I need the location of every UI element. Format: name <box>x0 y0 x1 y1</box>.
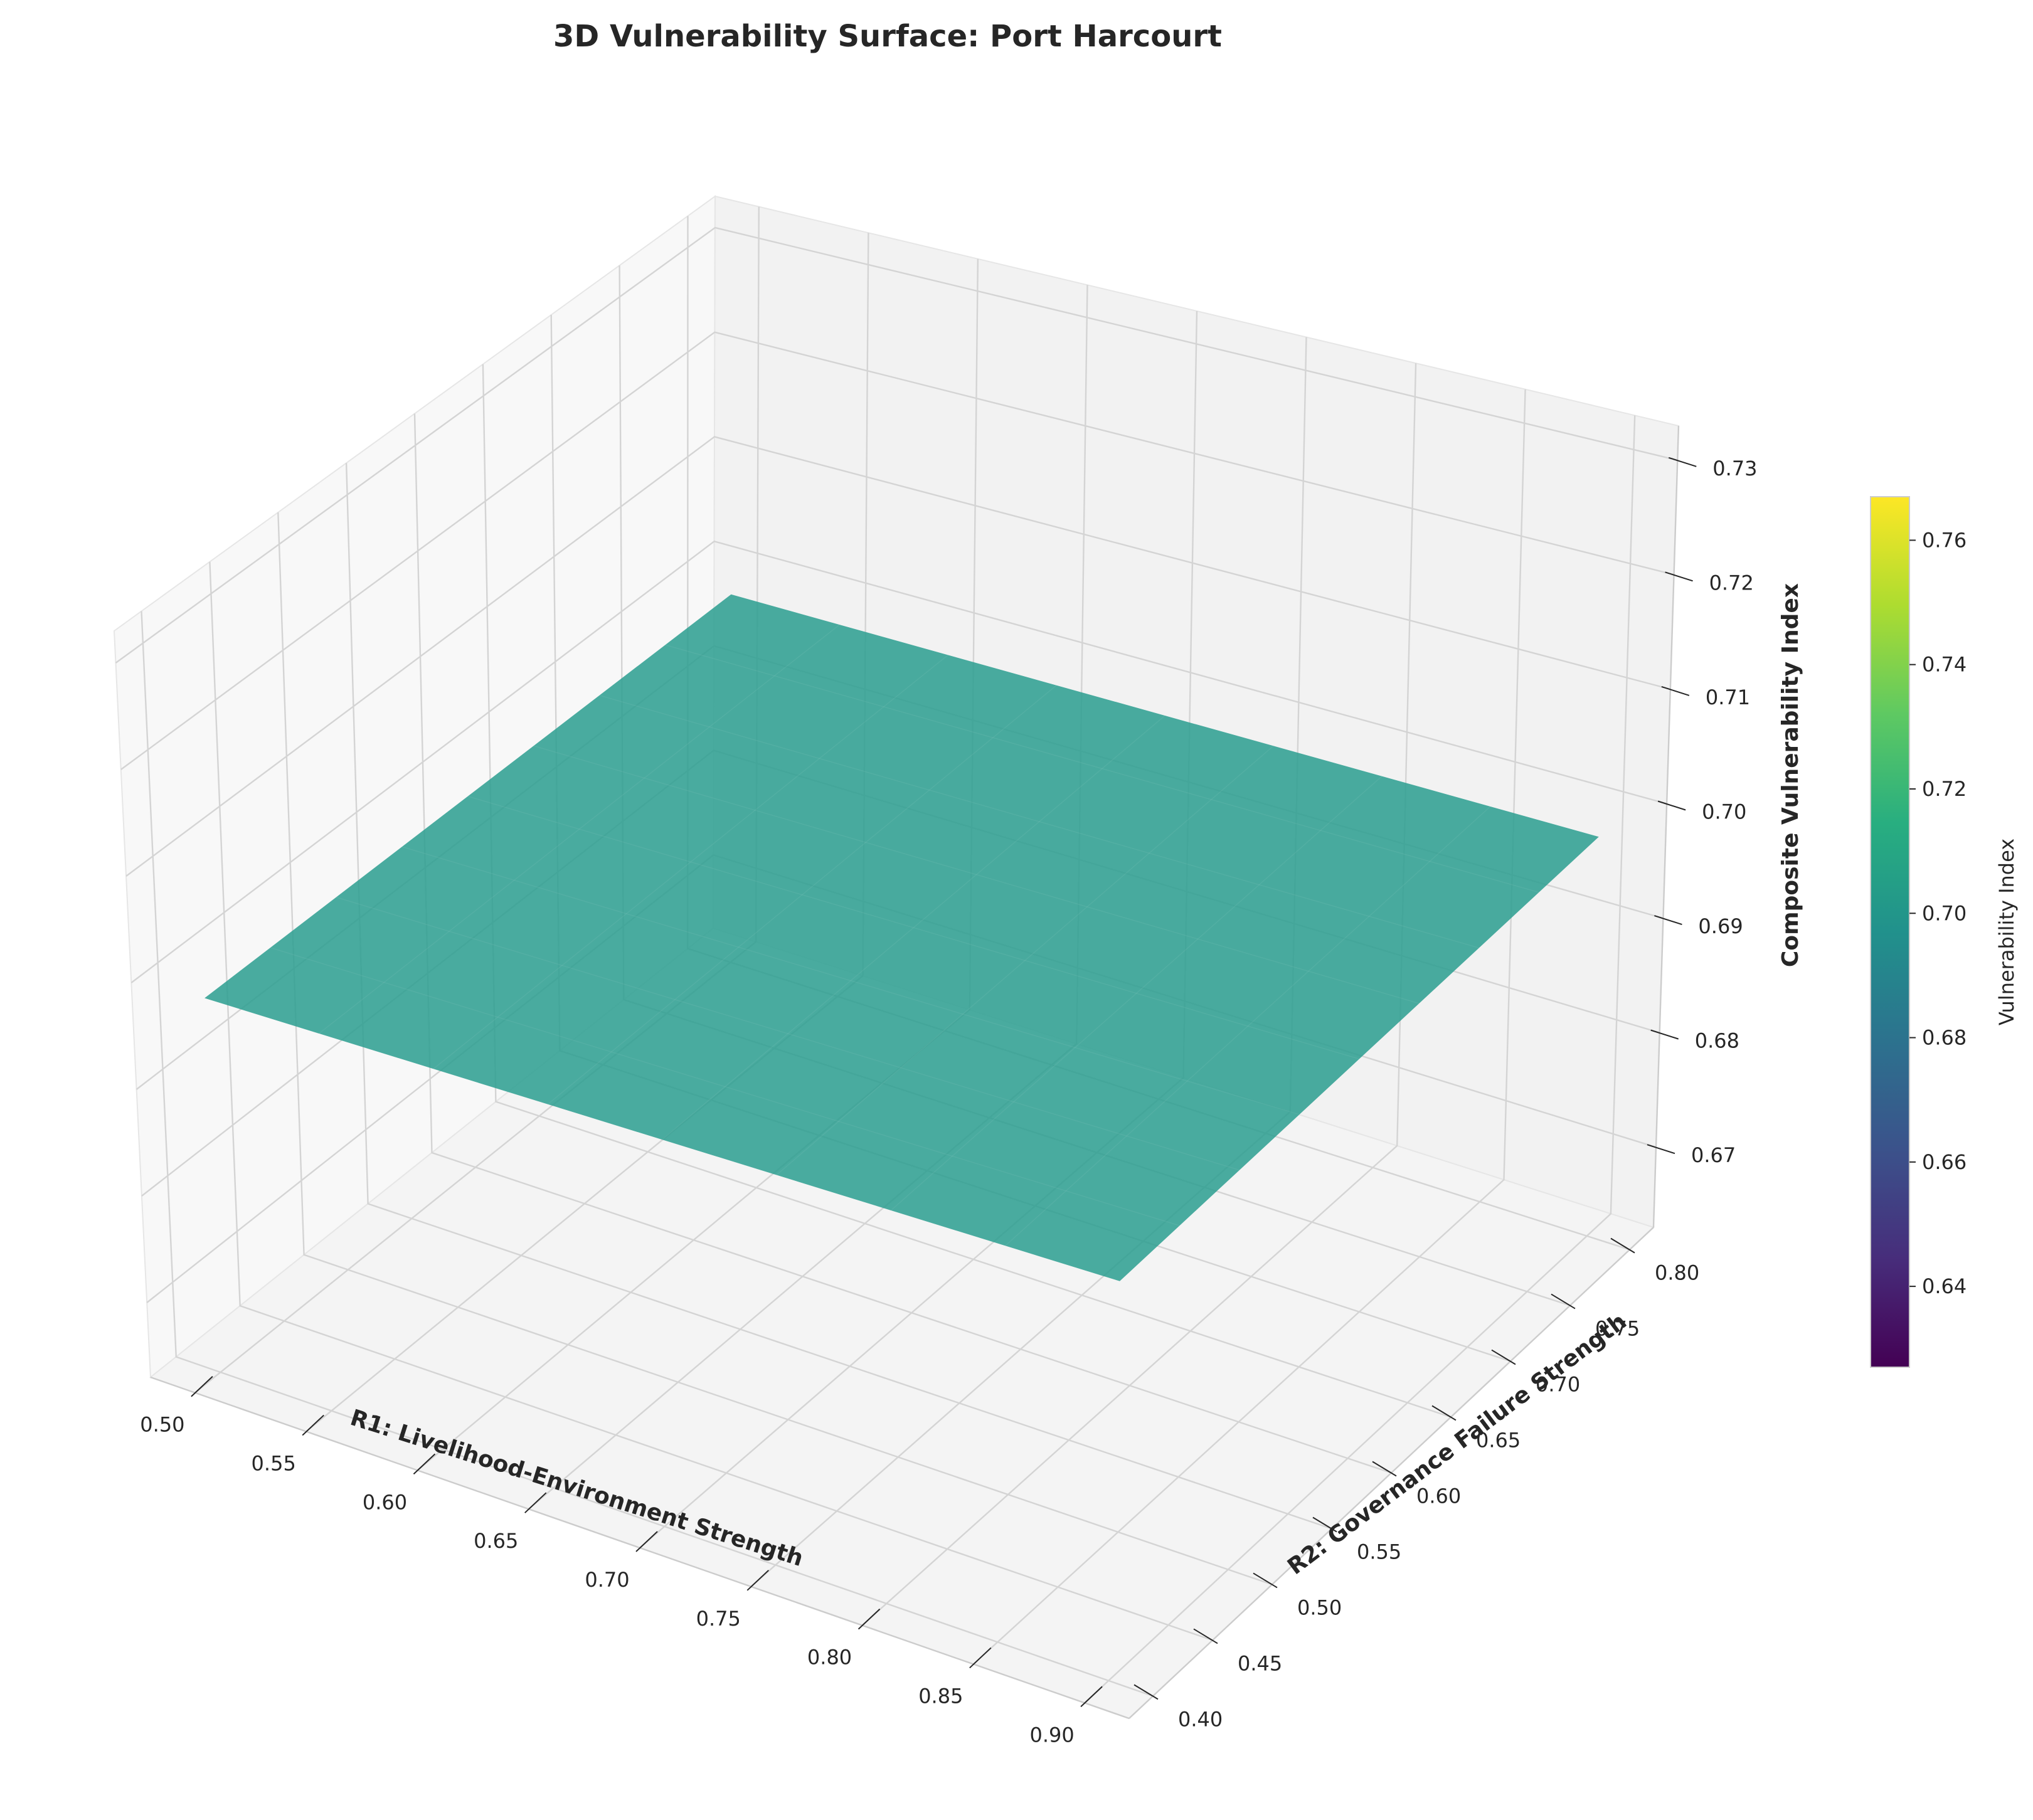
y-tick-mark <box>1193 1628 1218 1644</box>
y-tick-label: 0.45 <box>1238 1651 1282 1675</box>
surface-mesh-line <box>336 896 1240 1171</box>
colorbar-tick-label: 0.76 <box>1922 528 1967 552</box>
x-tick-label: 0.55 <box>252 1452 296 1476</box>
surface-mesh-line <box>776 745 1274 1176</box>
colorbar-ticks: 0.64 0.66 0.68 0.70 0.72 0.74 0.76 <box>1909 528 1967 1298</box>
gridline-x <box>861 363 1417 1626</box>
z-tick-label: 0.68 <box>1695 1029 1739 1053</box>
surface-mesh-line <box>599 695 1480 949</box>
surface-mesh-line <box>1005 806 1491 1246</box>
y-tick-mark <box>1551 1293 1576 1309</box>
gridline-z <box>120 331 1674 770</box>
y-tick-mark <box>1491 1349 1516 1365</box>
gridline-z <box>125 436 1671 877</box>
y-tick-mark <box>1431 1405 1457 1421</box>
x-tick-mark <box>413 1453 436 1475</box>
y-tick-label: 0.40 <box>1178 1707 1223 1731</box>
surface-mesh-line <box>547 685 1057 1105</box>
x-tick-label: 0.70 <box>585 1568 629 1592</box>
y-tick-mark <box>1372 1461 1397 1477</box>
z-tick-label: 0.67 <box>1691 1143 1736 1167</box>
z-tick-mark <box>1650 1029 1679 1040</box>
surface-mesh-line <box>533 745 1420 1004</box>
x-tick-mark <box>1080 1686 1103 1708</box>
colorbar-tick-label: 0.74 <box>1922 653 1967 677</box>
surface-layer <box>204 594 1599 1281</box>
x-tick-mark <box>635 1531 658 1552</box>
surface-mesh-line <box>401 846 1300 1115</box>
surface-mesh-line <box>270 947 1180 1226</box>
gridline-y <box>482 364 1452 1418</box>
colorbar-tick-label: 0.68 <box>1922 1026 1967 1050</box>
y-tick-label: 0.65 <box>1476 1429 1521 1452</box>
x-tick-label: 0.90 <box>1029 1723 1074 1747</box>
x-tick-label: 0.75 <box>696 1607 741 1631</box>
gridline-y <box>277 512 1273 1585</box>
surface-mesh-line <box>319 624 840 1034</box>
y-tick-label: 0.50 <box>1297 1595 1342 1619</box>
y-tick-label: 0.80 <box>1655 1261 1699 1285</box>
x-tick-label: 0.80 <box>807 1646 852 1669</box>
vulnerability-surface <box>204 594 1599 1281</box>
gridline-z <box>115 226 1678 664</box>
colorbar-tick-label: 0.66 <box>1922 1150 1967 1174</box>
y-tick-label: 0.75 <box>1595 1317 1640 1341</box>
z-tick-label: 0.71 <box>1706 685 1750 709</box>
surface-mesh-line <box>467 795 1360 1060</box>
surface-mesh-line <box>433 654 948 1069</box>
y-tick-mark <box>1312 1516 1337 1533</box>
z-tick-mark <box>1647 1144 1675 1155</box>
z-tick-label: 0.69 <box>1698 914 1743 938</box>
x-tick-label: 0.60 <box>363 1490 407 1514</box>
gridline-y <box>141 611 1154 1697</box>
z-tick-mark <box>1654 915 1682 926</box>
surface-mesh-line <box>890 776 1383 1211</box>
x-tick-label: 0.85 <box>918 1684 963 1708</box>
x-tick-mark <box>857 1608 881 1630</box>
z-tick-label: 0.70 <box>1702 800 1746 823</box>
x-tick-mark <box>302 1414 324 1436</box>
gridline-y <box>345 463 1332 1530</box>
z-axis-line <box>1652 425 1680 1228</box>
chart-title: 3D Vulnerability Surface: Port Harcourt <box>553 19 1222 54</box>
colorbar-tick-label: 0.70 <box>1922 901 1967 925</box>
z-tick-mark <box>1661 685 1690 696</box>
y-tick-label: 0.60 <box>1416 1484 1461 1508</box>
gridline-x <box>972 389 1526 1665</box>
z-axis-label: Composite Vulnerability Index <box>1778 583 1803 967</box>
y-tick-mark <box>1610 1237 1635 1254</box>
gridline-x <box>1084 415 1636 1704</box>
colorbar-label: Vulnerability Index <box>1995 839 2019 1025</box>
gridline-z <box>130 540 1667 983</box>
gridline-y <box>209 561 1213 1641</box>
axis-ticks: 0.50 0.55 0.60 0.65 0.70 0.75 0.80 0.85 0.90 0.40… <box>140 457 1757 1747</box>
z-tick-mark <box>1657 800 1686 811</box>
y-tick-mark <box>1133 1684 1159 1700</box>
z-tick-label: 0.73 <box>1712 457 1757 480</box>
y-tick-mark <box>1253 1572 1278 1589</box>
y-tick-label: 0.55 <box>1357 1540 1401 1563</box>
surface-mesh-line <box>665 644 1539 893</box>
x-tick-mark <box>191 1375 213 1397</box>
x-tick-mark <box>524 1492 547 1513</box>
z-tick-label: 0.72 <box>1709 571 1754 595</box>
x-tick-label: 0.50 <box>140 1413 184 1437</box>
x-tick-mark <box>746 1570 769 1591</box>
x-tick-mark <box>969 1647 992 1669</box>
gridline-y <box>413 413 1392 1474</box>
y-tick-label: 0.70 <box>1536 1373 1580 1397</box>
z-tick-mark <box>1665 571 1693 582</box>
colorbar-tick-label: 0.72 <box>1922 777 1967 801</box>
z-tick-mark <box>1668 457 1697 467</box>
colorbar-gradient <box>1870 496 1910 1368</box>
surface-mesh-line <box>662 715 1165 1140</box>
x-tick-label: 0.65 <box>474 1529 518 1553</box>
colorbar-tick-label: 0.64 <box>1922 1274 1967 1298</box>
colorbar: 0.64 0.66 0.68 0.70 0.72 0.74 0.76 Vulnerabili… <box>1870 496 2019 1368</box>
